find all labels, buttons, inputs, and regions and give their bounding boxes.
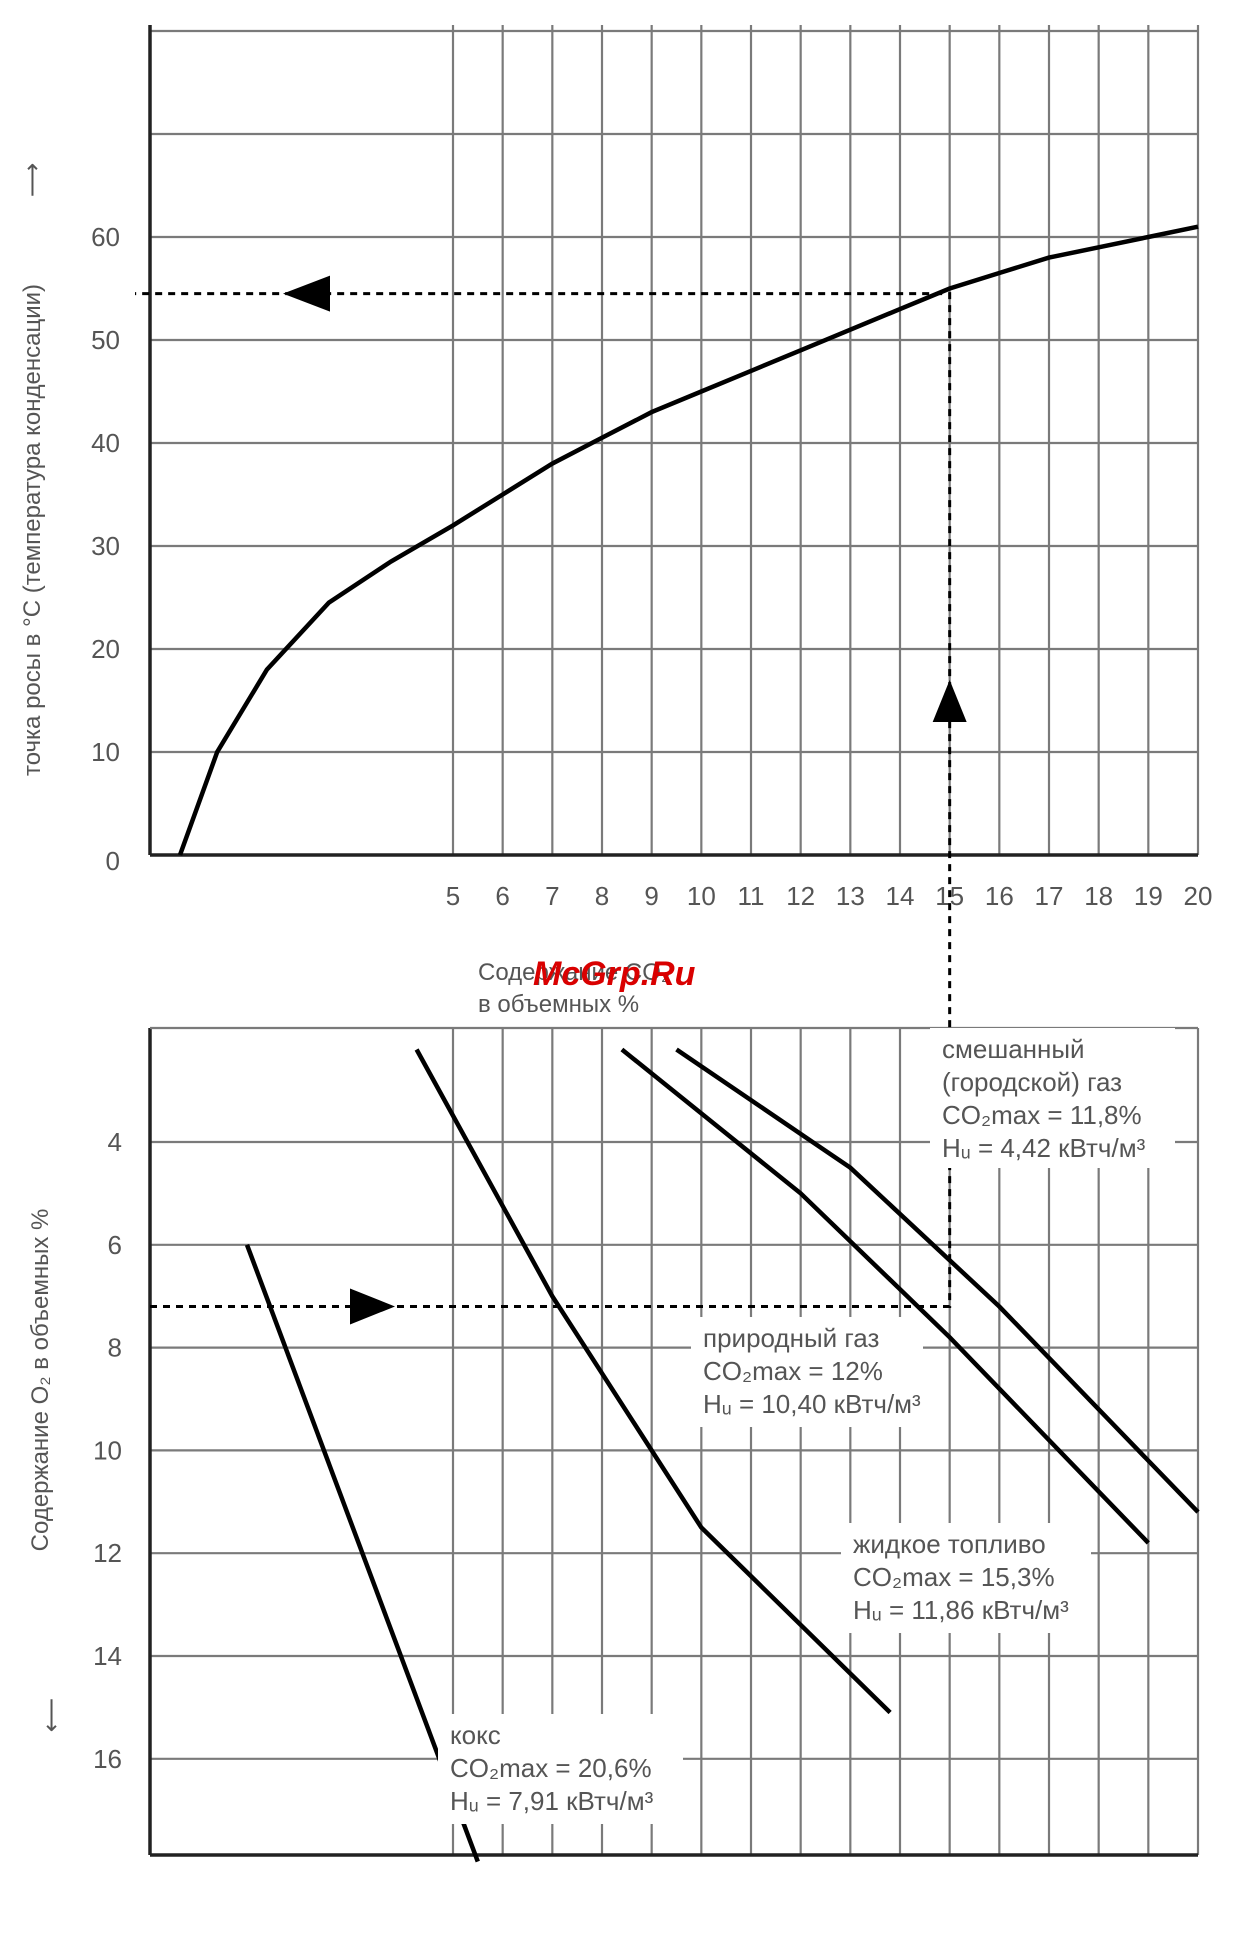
annotation-oil-line: CO₂max = 15,3% (853, 1562, 1055, 1592)
fuel-oil-line (620, 1047, 1150, 1545)
mixed-gas-line (675, 1047, 1200, 1514)
x-tick-label: 9 (644, 881, 658, 911)
top-y-tick-label: 0 (106, 846, 120, 876)
natural-gas-line (414, 1048, 892, 1715)
bottom-y-tick-label: 4 (108, 1127, 122, 1157)
x-tick-label: 16 (985, 881, 1014, 911)
x-tick-label: 19 (1134, 881, 1163, 911)
annotation-oil-line: жидкое топливо (853, 1529, 1046, 1559)
x-axis-label-line2: в объемных % (478, 991, 639, 1018)
annotation-mixed-line: смешанный (942, 1034, 1085, 1064)
x-tick-label: 8 (595, 881, 609, 911)
annotation-oil-line: Hᵤ = 11,86 кВтч/м³ (853, 1595, 1069, 1625)
x-tick-label: 11 (738, 881, 765, 911)
top-y-tick-label: 10 (91, 737, 120, 767)
top-y-tick-label: 40 (91, 428, 120, 458)
annotation-coke-line: Hᵤ = 7,91 кВтч/м³ (450, 1786, 654, 1816)
x-tick-label: 20 (1184, 881, 1213, 911)
arrow-up-icon (932, 680, 967, 722)
annotation-coke-line: кокс (450, 1720, 501, 1750)
annotation-natural-bg (691, 1317, 923, 1427)
x-axis-label-line1: Содержание CO₂ (478, 959, 670, 986)
watermark: McGrp.Ru (533, 955, 696, 993)
bottom-y-tick-label: 8 (108, 1333, 122, 1363)
x-tick-label: 10 (687, 881, 716, 911)
bottom-y-tick-label: 14 (93, 1641, 122, 1671)
bottom-y-tick-label: 12 (93, 1538, 122, 1568)
top-y-tick-label: 30 (91, 531, 120, 561)
top-y-axis-arrow: ⟶ (19, 163, 46, 197)
top-chart-series (177, 224, 1199, 856)
annotation-coke-line: CO₂max = 20,6% (450, 1753, 652, 1783)
x-tick-label: 12 (786, 881, 815, 911)
annotation-natural-line: CO₂max = 12% (703, 1356, 883, 1386)
x-tick-label: 18 (1084, 881, 1113, 911)
bottom-y-tick-label: 16 (93, 1744, 122, 1774)
bottom-y-axis-label: Содержание O₂ в объемных % (27, 1209, 54, 1552)
annotation-mixed-line: (городской) газ (942, 1067, 1122, 1097)
annotation-mixed-line: CO₂max = 11,8% (942, 1100, 1142, 1130)
reading-guides (135, 275, 967, 1325)
dew-point-curve (177, 224, 1199, 856)
annotation-mixed-bg (930, 1028, 1175, 1168)
annotation-oil-bg (841, 1523, 1091, 1633)
arrow-left-icon (283, 275, 330, 312)
arrow-right-icon (350, 1288, 395, 1325)
annotation-natural-line: природный газ (703, 1323, 879, 1353)
bottom-y-tick-label: 10 (93, 1435, 122, 1465)
bottom-y-axis-arrow: ⟶ (38, 1698, 65, 1732)
annotation-natural-line: Hᵤ = 10,40 кВтч/м³ (703, 1389, 921, 1419)
top-y-axis-label: точка росы в °С (температура конденсации… (19, 284, 46, 776)
bottom-y-tick-label: 6 (108, 1230, 122, 1260)
bottom-chart-ticks: 4 6 8 10 12 14 16 (93, 1127, 122, 1774)
x-tick-label: 5 (446, 881, 460, 911)
x-tick-label: 6 (495, 881, 509, 911)
annotation-mixed-line: Hᵤ = 4,42 кВтч/м³ (942, 1133, 1146, 1163)
x-tick-label: 7 (545, 881, 559, 911)
top-y-tick-label: 50 (91, 325, 120, 355)
x-tick-label: 13 (836, 881, 865, 911)
bottom-chart-series (244, 1047, 1200, 1863)
top-y-tick-label: 20 (91, 634, 120, 664)
top-chart-grid (148, 25, 1200, 857)
x-tick-label: 14 (886, 881, 915, 911)
x-tick-label: 17 (1035, 881, 1064, 911)
top-y-tick-label: 60 (91, 222, 120, 252)
reading-guide-path (135, 292, 952, 1308)
annotation-coke-bg (438, 1714, 683, 1824)
